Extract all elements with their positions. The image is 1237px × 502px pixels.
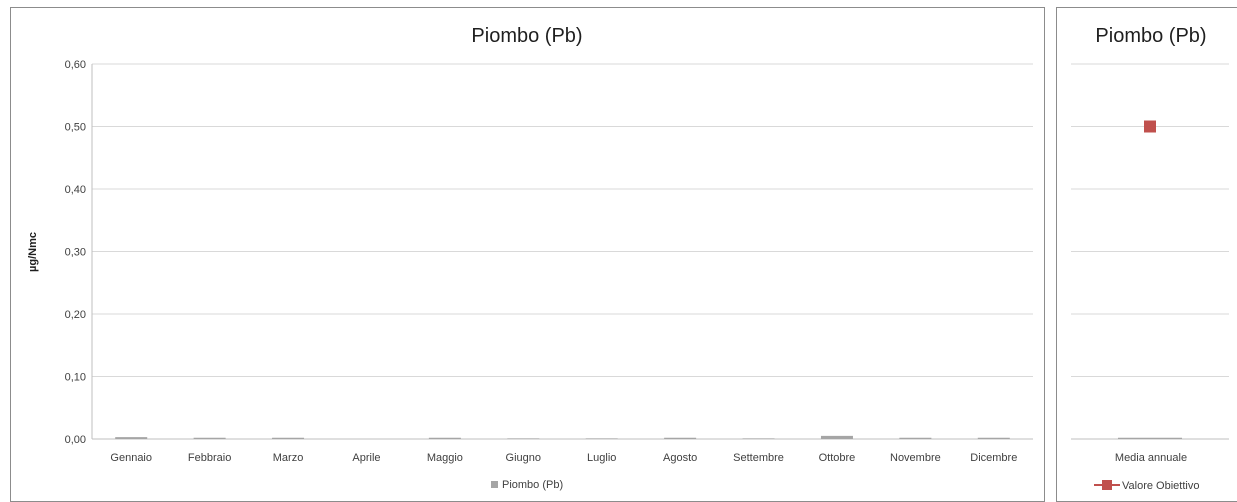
x-tick-label-maggio: Maggio bbox=[427, 452, 463, 464]
annual-chart-title: Piombo (Pb) bbox=[1095, 25, 1206, 47]
monthly-legend: Piombo (Pb) bbox=[491, 479, 563, 491]
legend-marker-valore-obiettivo bbox=[1102, 480, 1112, 490]
x-tick-label-novembre: Novembre bbox=[890, 452, 941, 464]
legend-label-piombo: Piombo (Pb) bbox=[502, 479, 563, 491]
bar-dicembre bbox=[977, 437, 1010, 439]
legend-label-valore-obiettivo: Valore Obiettivo bbox=[1122, 480, 1199, 492]
monthly-chart-panel bbox=[10, 7, 1045, 502]
annual-category-label: Media annuale bbox=[1115, 452, 1187, 464]
y-tick-label: 0,60 bbox=[65, 59, 86, 71]
bar-luglio bbox=[585, 438, 618, 439]
y-tick-label: 0,40 bbox=[65, 184, 86, 196]
legend-swatch-piombo bbox=[491, 481, 498, 488]
bar-maggio bbox=[428, 437, 461, 439]
annual-legend: Valore Obiettivo bbox=[1094, 480, 1199, 492]
y-tick-label: 0,50 bbox=[65, 122, 86, 134]
x-tick-label-ottobre: Ottobre bbox=[819, 452, 856, 464]
x-tick-label-marzo: Marzo bbox=[273, 452, 304, 464]
y-tick-label: 0,30 bbox=[65, 247, 86, 259]
y-axis-label: µg/Nmc bbox=[27, 232, 39, 272]
bar-marzo bbox=[272, 437, 305, 439]
annual-chart-panel bbox=[1056, 7, 1237, 502]
bar-ottobre bbox=[820, 435, 853, 439]
x-tick-label-dicembre: Dicembre bbox=[970, 452, 1017, 464]
bar-settembre bbox=[742, 438, 775, 439]
x-tick-label-aprile: Aprile bbox=[352, 452, 380, 464]
monthly-chart-title: Piombo (Pb) bbox=[471, 25, 582, 47]
y-tick-label: 0,10 bbox=[65, 372, 86, 384]
bar-agosto bbox=[664, 437, 697, 439]
x-tick-label-febbraio: Febbraio bbox=[188, 452, 231, 464]
x-tick-label-gennaio: Gennaio bbox=[110, 452, 152, 464]
x-tick-label-luglio: Luglio bbox=[587, 452, 616, 464]
x-tick-label-agosto: Agosto bbox=[663, 452, 697, 464]
bar-gennaio bbox=[115, 437, 148, 439]
x-tick-label-giugno: Giugno bbox=[506, 452, 541, 464]
bar-media-annuale bbox=[1118, 437, 1182, 439]
bar-novembre bbox=[899, 437, 932, 439]
y-tick-label: 0,00 bbox=[65, 434, 86, 446]
y-tick-label: 0,20 bbox=[65, 309, 86, 321]
x-tick-label-settembre: Settembre bbox=[733, 452, 784, 464]
bar-giugno bbox=[507, 438, 540, 439]
marker-valore-obiettivo bbox=[1144, 120, 1156, 133]
bar-febbraio bbox=[193, 437, 226, 439]
